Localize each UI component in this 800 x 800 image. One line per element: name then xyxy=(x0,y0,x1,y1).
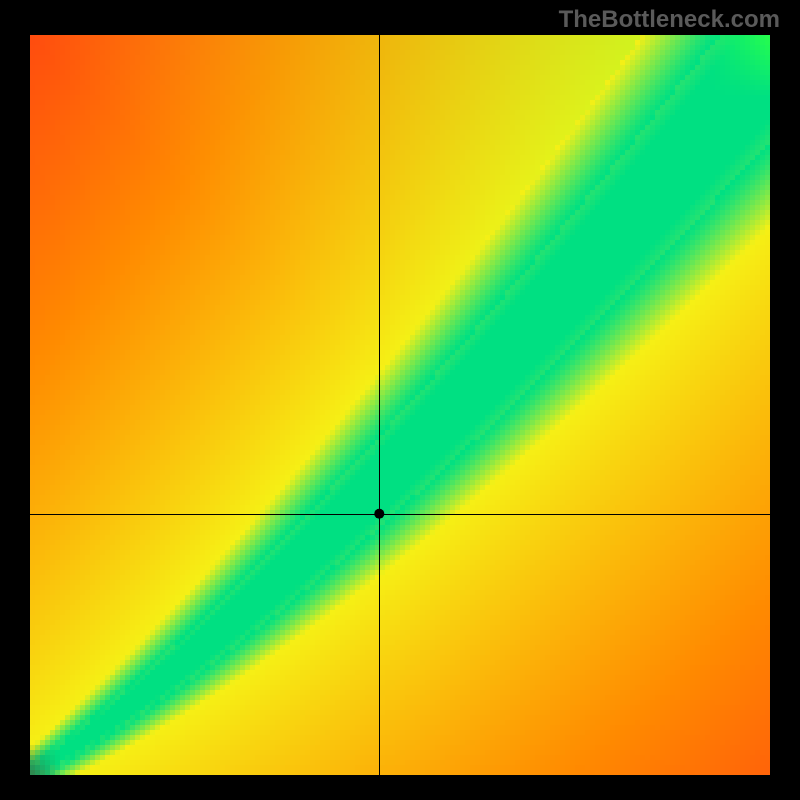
bottleneck-heatmap-container: TheBottleneck.com xyxy=(0,0,800,800)
crosshair-overlay xyxy=(30,35,770,775)
watermark-attribution: TheBottleneck.com xyxy=(559,6,780,34)
